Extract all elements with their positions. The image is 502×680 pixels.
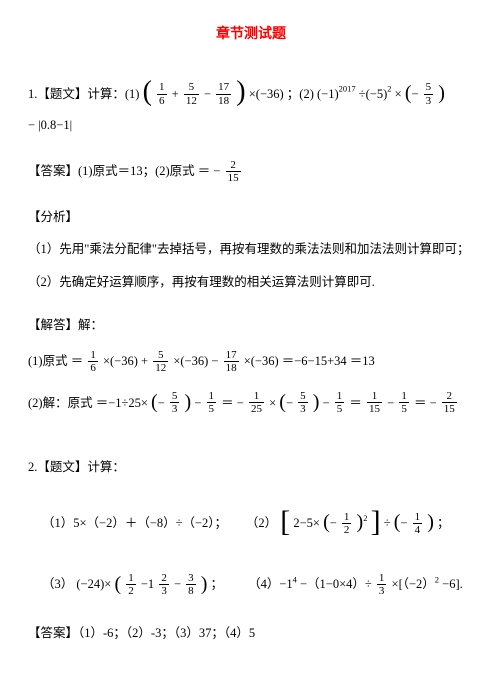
q1-line: 1.【题文】计算：(1) ( 16 + 512 − 1718 ) ×(−36) … bbox=[28, 73, 474, 135]
q2-line2: （3） (−24)× ( 12 −1 23 − 38 ) ； （4）−14 −（… bbox=[28, 570, 474, 600]
jieda-label: 【解答】解： bbox=[28, 316, 474, 335]
q1-answer: 【答案】(1)原式＝13；(2)原式 ＝ − 215 bbox=[28, 159, 474, 184]
q1-step2: （2）先确定好运算顺序，再按有理数的相关运算法则计算即可. bbox=[28, 273, 474, 292]
q1-prefix: 1.【题文】计算：(1) bbox=[28, 85, 139, 104]
fenxi-label: 【分析】 bbox=[28, 208, 474, 227]
rparen: ) bbox=[236, 71, 245, 113]
q2-line1: （1）5×（−2）＋（−8）÷（−2）； （2） [ 2−5× (− 12 )2… bbox=[28, 501, 474, 546]
q1-work1: (1)原式 ＝ 16 ×(−36) + 512 ×(−36) − 1718 ×(… bbox=[28, 349, 474, 374]
q1-work2: (2)解：原式 ＝−1÷25× (− 53 ) − 15 ＝ − 125 × (… bbox=[28, 388, 474, 418]
lparen: ( bbox=[143, 71, 152, 113]
q1-step1: （1）先用"乘法分配律"去掉括号，再按有理数的乘法法则和加法法则计算即可； bbox=[28, 240, 474, 259]
q2-header: 2.【题文】计算： bbox=[28, 458, 474, 477]
page-title: 章节测试题 bbox=[28, 24, 474, 45]
q2-answer: 【答案】（1）-6；（2）-3；（3）37；（4）5 bbox=[28, 624, 474, 643]
